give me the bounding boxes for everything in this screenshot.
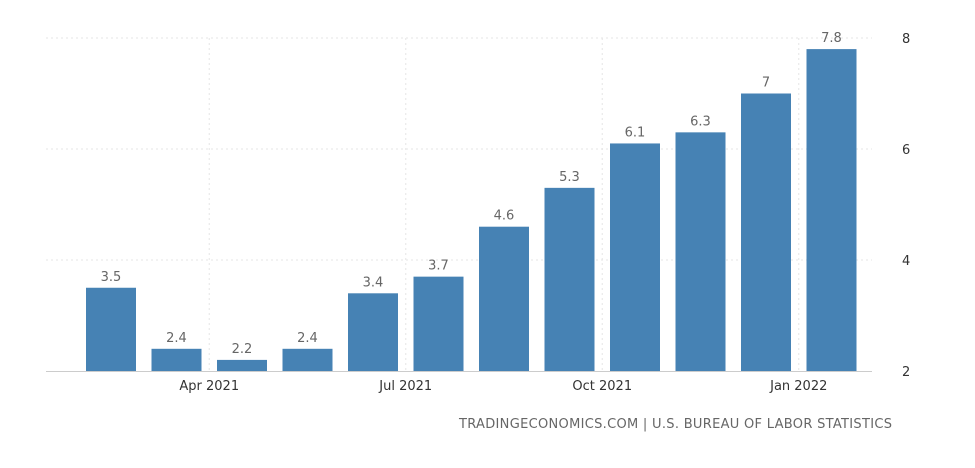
data-label: 7.8 [821,31,842,46]
bar [544,187,595,371]
source-credit: TRADINGECONOMICS.COM | U.S. BUREAU OF LA… [459,417,893,432]
bar [348,293,398,371]
y-tick-label: 8 [902,32,910,47]
x-axis-ticks: Apr 2021 Jul 2021 Oct 2021 Jan 2022 [179,379,827,394]
data-label: 3.7 [428,259,449,274]
data-label: 4.6 [494,209,515,224]
y-tick-label: 6 [902,143,910,158]
bar [413,276,464,371]
x-tick-label: Oct 2021 [572,379,632,394]
y-tick-label: 4 [902,254,910,269]
bar [806,49,857,371]
y-axis-ticks: 2 4 6 8 [902,32,910,380]
bars [86,49,857,371]
bar-chart: 3.52.42.22.43.43.74.65.36.16.377.8 2468 … [46,31,910,394]
data-labels: 3.5 2.4 2.2 2.4 3.4 3.7 4.6 5.3 6.1 6.3 7 7.8 [101,31,842,357]
bar [479,226,529,371]
data-label: 2.4 [297,331,318,346]
bar [86,287,136,371]
x-tick-label: Jan 2022 [769,379,827,394]
data-label: 2.4 [166,331,187,346]
bar [282,348,333,371]
bar [217,359,267,371]
grid [46,37,872,372]
bar [151,348,202,371]
x-tick-label: Apr 2021 [179,379,239,394]
bar [675,132,726,371]
data-label: 6.1 [625,125,646,140]
bar [610,143,660,371]
data-label: 3.5 [101,270,122,285]
data-label: 3.4 [363,275,384,290]
bar [741,93,791,371]
x-tick-label: Jul 2021 [378,379,432,394]
data-label: 7 [762,76,770,91]
data-label: 6.3 [690,114,711,129]
data-label: 2.2 [232,342,253,357]
data-label: 5.3 [559,170,580,185]
y-tick-label: 2 [902,365,910,380]
